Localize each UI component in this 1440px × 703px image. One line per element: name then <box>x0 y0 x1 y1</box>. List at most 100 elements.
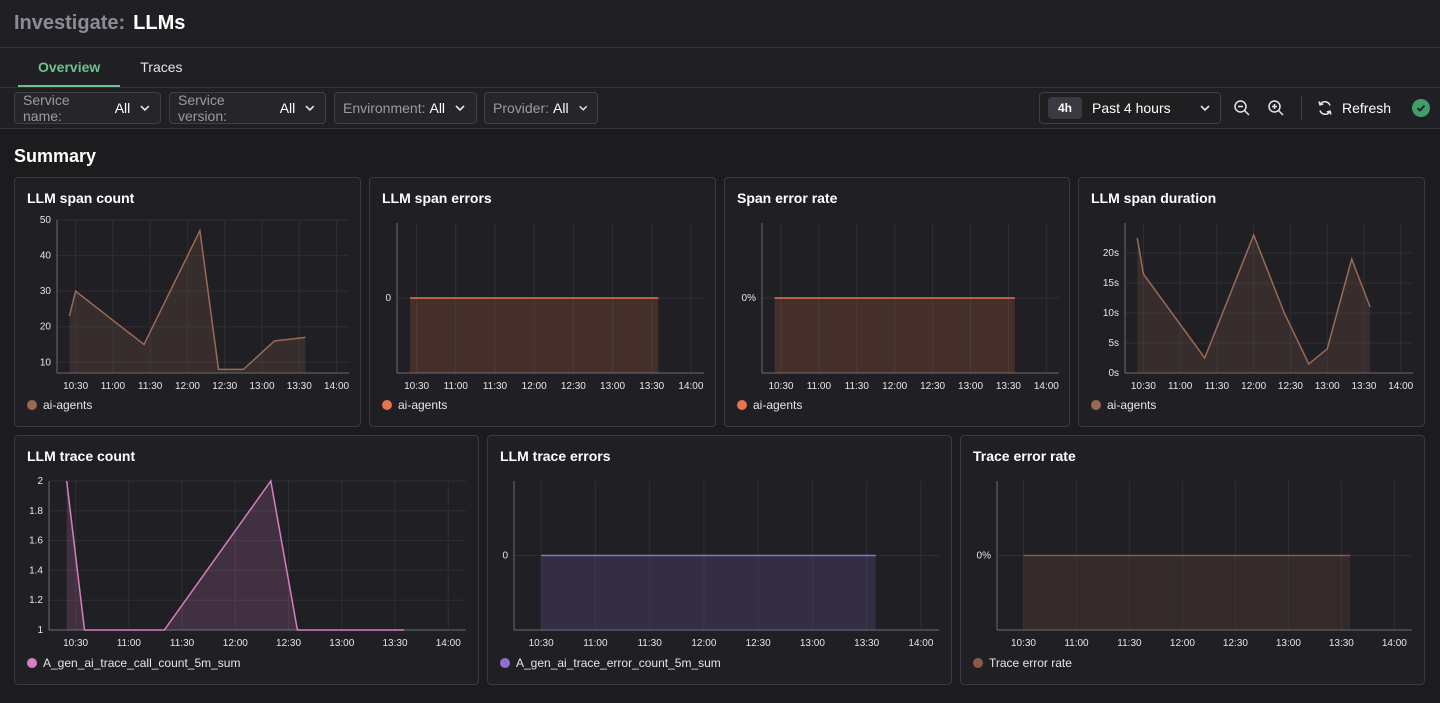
x-tick-label: 11:00 <box>444 381 469 392</box>
x-tick-label: 14:00 <box>1382 638 1407 649</box>
page-title: LLMs <box>133 12 186 34</box>
legend-label: ai-agents <box>398 398 448 412</box>
trace-error-rate-panel: Trace error rate 10:30 11:00 11:30 12:00 12:… <box>960 435 1425 685</box>
x-tick-label: 13:00 <box>250 381 275 392</box>
llm-span-errors-chart: 10:30 11:00 11:30 12:00 12:30 13:00 13:30 14:00… <box>385 223 704 392</box>
llm-span-count-chart: 10:30 11:00 11:30 12:00 12:30 13:00 13:30 14:00… <box>40 215 350 392</box>
y-tick-label: 30 <box>40 286 52 297</box>
series-area <box>541 555 876 630</box>
trace-error-rate-chart: 10:30 11:00 11:30 12:00 12:30 13:00 13:30 14:00… <box>977 481 1412 649</box>
y-tick-label: 0% <box>742 293 757 304</box>
filter-label: Service version: <box>178 92 228 124</box>
x-tick-label: 11:30 <box>138 381 163 392</box>
filter-label: Service name: <box>23 92 70 124</box>
chart-legend[interactable]: ai-agents <box>1091 398 1156 412</box>
x-tick-label: 14:00 <box>678 381 703 392</box>
x-tick-label: 13:30 <box>996 381 1021 392</box>
x-tick-label: 13:00 <box>800 638 825 649</box>
llm-trace-errors-chart: 10:30 11:00 11:30 12:00 12:30 13:00 13:30 14:00… <box>502 481 939 649</box>
y-tick-label: 50 <box>40 215 52 226</box>
chart-legend[interactable]: ai-agents <box>382 398 447 412</box>
chevron-down-icon <box>1200 105 1210 112</box>
x-tick-label: 11:30 <box>845 381 870 392</box>
filter-label: Provider: <box>493 100 550 116</box>
x-tick-label: 10:30 <box>768 381 793 392</box>
span-error-rate-panel: Span error rate 10:30 11:00 11:30 12:00 12:3… <box>724 177 1070 427</box>
filter-label: Environment: <box>343 100 426 116</box>
series-area <box>1023 555 1351 630</box>
chart-legend[interactable]: ai-agents <box>737 398 802 412</box>
page-title-prefix: Investigate: <box>14 12 126 34</box>
x-tick-label: 12:30 <box>920 381 945 392</box>
tab-traces[interactable]: Traces <box>140 58 183 75</box>
summary-heading: Summary <box>14 146 97 166</box>
chart-legend[interactable]: A_gen_ai_trace_call_count_5m_sum <box>27 656 240 670</box>
panel-title: LLM span count <box>27 190 135 206</box>
service-version-filter[interactable]: Service version: All <box>169 92 326 124</box>
llm-span-count-panel: LLM span count 10:30 11:00 11:30 12:00 12:30… <box>14 177 361 427</box>
tab-overview[interactable]: Overview <box>18 48 121 87</box>
x-tick-label: 11:30 <box>637 638 662 649</box>
zoom-in-icon[interactable] <box>1266 98 1286 118</box>
llm-span-duration-panel: LLM span duration 10:30 11:00 11:30 12:00 12… <box>1078 177 1425 427</box>
chart-legend[interactable]: ai-agents <box>27 398 92 412</box>
x-tick-label: 12:30 <box>276 638 301 649</box>
x-tick-label: 12:00 <box>522 381 547 392</box>
chevron-down-icon <box>305 105 315 112</box>
service-name-filter[interactable]: Service name: All <box>14 92 161 124</box>
legend-swatch <box>382 400 392 410</box>
x-tick-label: 12:30 <box>1223 638 1248 649</box>
x-tick-label: 10:30 <box>404 381 429 392</box>
time-range-picker[interactable]: 4h Past 4 hours <box>1039 92 1221 124</box>
filter-value: All <box>279 100 296 116</box>
legend-swatch <box>737 400 747 410</box>
tab-bar: Overview Traces <box>0 48 1440 88</box>
chart-legend[interactable]: A_gen_ai_trace_error_count_5m_sum <box>500 656 721 670</box>
series-area <box>774 298 1015 373</box>
y-tick-label: 10 <box>40 357 52 368</box>
provider-filter[interactable]: Provider: All <box>484 92 598 124</box>
refresh-button[interactable]: Refresh <box>1316 94 1391 122</box>
series-line[interactable] <box>1136 232 1371 366</box>
x-tick-label: 13:00 <box>600 381 625 392</box>
y-tick-label: 1.2 <box>29 595 43 606</box>
filter-value: All <box>114 100 131 116</box>
x-tick-label: 13:30 <box>1351 381 1376 392</box>
x-tick-label: 13:30 <box>383 638 408 649</box>
x-tick-label: 12:00 <box>223 638 248 649</box>
x-tick-label: 10:30 <box>1011 638 1036 649</box>
panel-title: LLM span errors <box>382 190 492 206</box>
series-line[interactable] <box>65 479 404 631</box>
series-area <box>410 298 659 373</box>
chart-legend[interactable]: Trace error rate <box>973 656 1072 670</box>
x-tick-label: 12:30 <box>746 638 771 649</box>
y-tick-label: 1.8 <box>29 506 43 517</box>
environment-filter[interactable]: Environment: All <box>334 92 477 124</box>
x-tick-label: 12:00 <box>882 381 907 392</box>
x-tick-label: 14:00 <box>324 381 349 392</box>
refresh-label: Refresh <box>1342 100 1392 116</box>
x-tick-label: 10:30 <box>529 638 554 649</box>
toolbar-divider <box>1301 96 1302 120</box>
x-tick-label: 12:00 <box>175 381 200 392</box>
y-tick-label: 2 <box>37 476 43 487</box>
x-tick-label: 11:00 <box>117 638 142 649</box>
x-tick-label: 13:00 <box>1315 381 1340 392</box>
chevron-down-icon <box>455 105 465 112</box>
filter-bar: Service name: All Service version: All E… <box>0 88 1440 129</box>
zoom-out-icon[interactable] <box>1232 98 1252 118</box>
y-tick-label: 10s <box>1103 308 1119 319</box>
filter-value: All <box>553 100 569 116</box>
page-header: Investigate: LLMs <box>0 0 1440 48</box>
x-tick-label: 11:30 <box>170 638 195 649</box>
panel-title: LLM span duration <box>1091 190 1217 206</box>
series-line[interactable] <box>68 228 306 371</box>
legend-swatch <box>27 400 37 410</box>
legend-swatch <box>973 658 983 668</box>
x-tick-label: 11:30 <box>1117 638 1142 649</box>
x-tick-label: 11:00 <box>1168 381 1193 392</box>
x-tick-label: 11:00 <box>101 381 126 392</box>
time-range-label: Past 4 hours <box>1092 100 1171 116</box>
x-tick-label: 12:30 <box>212 381 237 392</box>
x-tick-label: 10:30 <box>63 381 88 392</box>
